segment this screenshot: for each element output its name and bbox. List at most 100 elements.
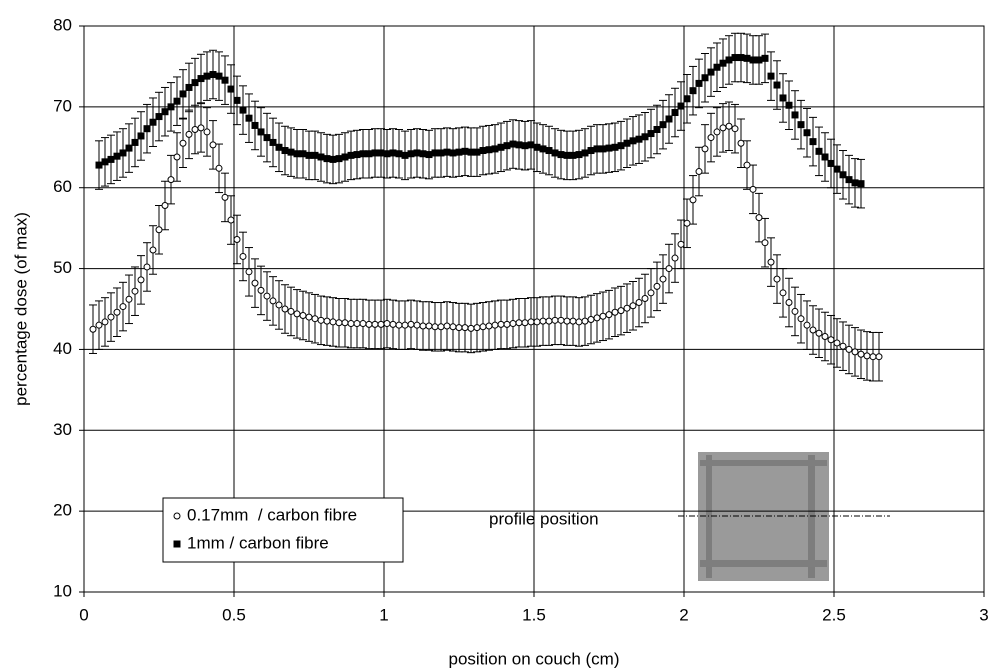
data-point [665, 115, 673, 123]
data-point [395, 321, 403, 329]
data-point [239, 106, 247, 114]
data-point [803, 321, 811, 329]
data-point [713, 128, 721, 136]
data-point [785, 101, 793, 109]
data-point [107, 313, 115, 321]
data-point [797, 315, 805, 323]
data-point [299, 311, 307, 319]
data-point [749, 56, 757, 64]
data-point [845, 345, 853, 353]
data-point [581, 149, 589, 157]
data-point [755, 56, 763, 64]
data-point [809, 138, 817, 146]
data-point [701, 74, 709, 82]
data-point [833, 165, 841, 173]
data-point [113, 152, 121, 160]
data-point [227, 216, 235, 224]
data-point [209, 71, 217, 79]
data-point [185, 83, 193, 91]
data-point [377, 320, 385, 328]
data-point [515, 141, 523, 149]
data-point [467, 324, 475, 332]
data-point [137, 276, 145, 284]
data-point [629, 137, 637, 145]
data-point [365, 320, 373, 328]
data-point [527, 141, 535, 149]
data-point [155, 113, 163, 121]
data-point [431, 323, 439, 331]
data-point [545, 147, 553, 155]
data-point [425, 151, 433, 159]
data-point [437, 149, 445, 157]
data-point [395, 150, 403, 158]
data-point [311, 315, 319, 323]
data-point [809, 326, 817, 334]
data-point [785, 299, 793, 307]
inset-image [678, 452, 890, 581]
data-point [533, 318, 541, 326]
data-point [329, 318, 337, 326]
data-point [101, 318, 109, 326]
y-tick-label: 60 [53, 177, 72, 196]
data-point [437, 323, 445, 331]
data-point [95, 321, 103, 329]
data-point [857, 180, 865, 188]
data-point [659, 121, 667, 129]
data-point [797, 121, 805, 129]
data-point [485, 322, 493, 330]
data-point [371, 320, 379, 328]
data-point [167, 176, 175, 184]
data-point [443, 148, 451, 156]
data-point [587, 316, 595, 324]
y-tick-label: 10 [53, 581, 72, 600]
data-point [293, 150, 301, 158]
data-point [323, 155, 331, 163]
data-point [479, 147, 487, 155]
data-point [413, 321, 421, 329]
data-point [347, 151, 355, 159]
data-point [737, 139, 745, 147]
data-point [245, 268, 253, 276]
data-point [119, 303, 127, 311]
data-point [347, 320, 355, 328]
data-point [425, 322, 433, 330]
data-point [617, 142, 625, 150]
data-point [761, 239, 769, 247]
data-point [341, 319, 349, 327]
data-point [389, 320, 397, 328]
data-point [821, 332, 829, 340]
data-point [731, 125, 739, 133]
data-point [179, 90, 187, 98]
data-point [803, 129, 811, 137]
data-point [683, 95, 691, 103]
data-point [407, 320, 415, 328]
annotation: profile position [489, 509, 599, 528]
data-point [839, 342, 847, 350]
data-point [575, 151, 583, 159]
data-point [95, 161, 103, 169]
data-point [419, 322, 427, 330]
data-point [815, 329, 823, 337]
data-point [647, 130, 655, 138]
data-point [197, 75, 205, 83]
data-point [587, 147, 595, 155]
data-point [251, 279, 259, 287]
data-point [611, 308, 619, 316]
data-point [593, 145, 601, 153]
data-point [461, 147, 469, 155]
legend-label: 0.17mm / carbon fibre [187, 505, 357, 524]
data-point [683, 219, 691, 227]
data-point [491, 321, 499, 329]
data-point [599, 145, 607, 153]
data-point [569, 151, 577, 159]
data-point [875, 353, 883, 361]
data-point [473, 324, 481, 332]
data-point [539, 145, 547, 153]
data-point [779, 289, 787, 297]
data-point [575, 318, 583, 326]
legend-marker [173, 540, 181, 548]
data-point [791, 307, 799, 315]
data-point [695, 168, 703, 176]
data-point [197, 124, 205, 132]
data-point [749, 185, 757, 193]
